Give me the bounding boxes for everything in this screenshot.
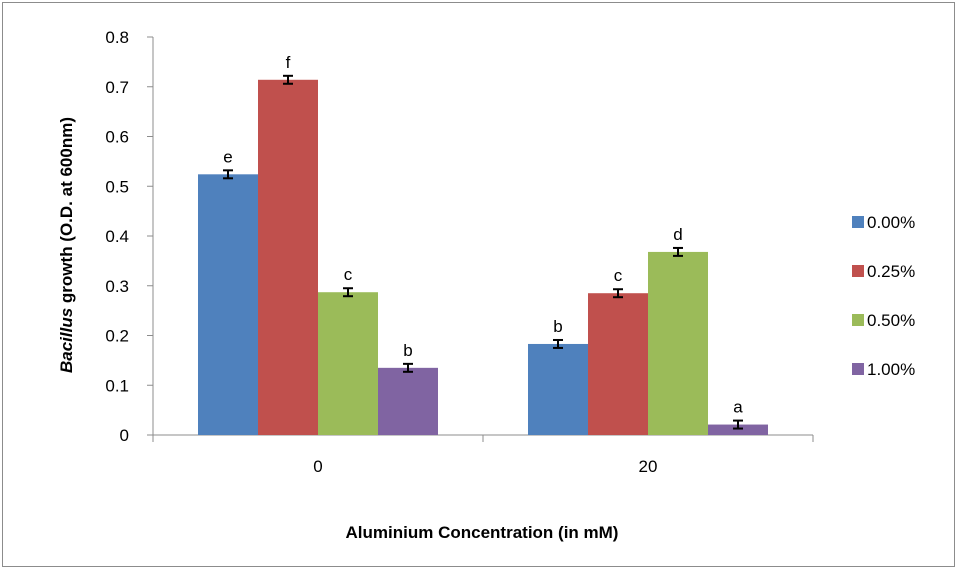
legend-label: 0.50%: [867, 311, 915, 330]
bar: [648, 251, 708, 435]
y-tick-label: 0.6: [105, 128, 129, 147]
legend-label: 0.00%: [867, 213, 915, 232]
significance-letter: b: [553, 317, 562, 336]
bar: [198, 174, 258, 435]
y-tick-label: 0: [120, 426, 129, 445]
y-tick-label: 0.4: [105, 227, 129, 246]
bar: [528, 343, 588, 435]
y-tick-label: 0.2: [105, 327, 129, 346]
y-axis-label-rest: growth (O.D. at 600nm): [57, 117, 76, 308]
bars: e b f c c d b a: [198, 53, 768, 435]
y-tick-label: 0.5: [105, 177, 129, 196]
bar: [378, 367, 438, 435]
significance-letter: e: [223, 147, 232, 166]
significance-letter: c: [614, 266, 623, 285]
legend: 0.00% 0.25% 0.50% 1.00%: [852, 213, 915, 379]
legend-label: 1.00%: [867, 360, 915, 379]
legend-swatch: [852, 265, 864, 277]
significance-letter: f: [286, 53, 291, 72]
significance-letter: b: [403, 341, 412, 360]
bar: [588, 293, 648, 435]
x-tick-label: 0: [313, 457, 322, 476]
significance-letter: d: [673, 225, 682, 244]
x-axis-label: Aluminium Concentration (in mM): [346, 523, 619, 542]
y-tick-label: 0.8: [105, 28, 129, 47]
legend-swatch: [852, 314, 864, 326]
x-axis: 0 20: [152, 434, 814, 476]
significance-letter: c: [344, 265, 353, 284]
legend-label: 0.25%: [867, 262, 915, 281]
bar: [708, 424, 768, 435]
y-tick-label: 0.7: [105, 78, 129, 97]
x-tick-label: 20: [639, 457, 658, 476]
bar: [258, 79, 318, 435]
bar: [318, 292, 378, 435]
y-axis-label-italic: Bacillus: [57, 308, 76, 373]
y-axis: 0 0.1 0.2 0.3 0.4 0.5 0.6 0.7 0.8: [105, 28, 154, 445]
y-tick-label: 0.3: [105, 277, 129, 296]
legend-swatch: [852, 363, 864, 375]
legend-swatch: [852, 216, 864, 228]
significance-letter: a: [733, 398, 743, 417]
y-tick-label: 0.1: [105, 376, 129, 395]
y-axis-label: Bacillus growth (O.D. at 600nm): [57, 117, 76, 373]
